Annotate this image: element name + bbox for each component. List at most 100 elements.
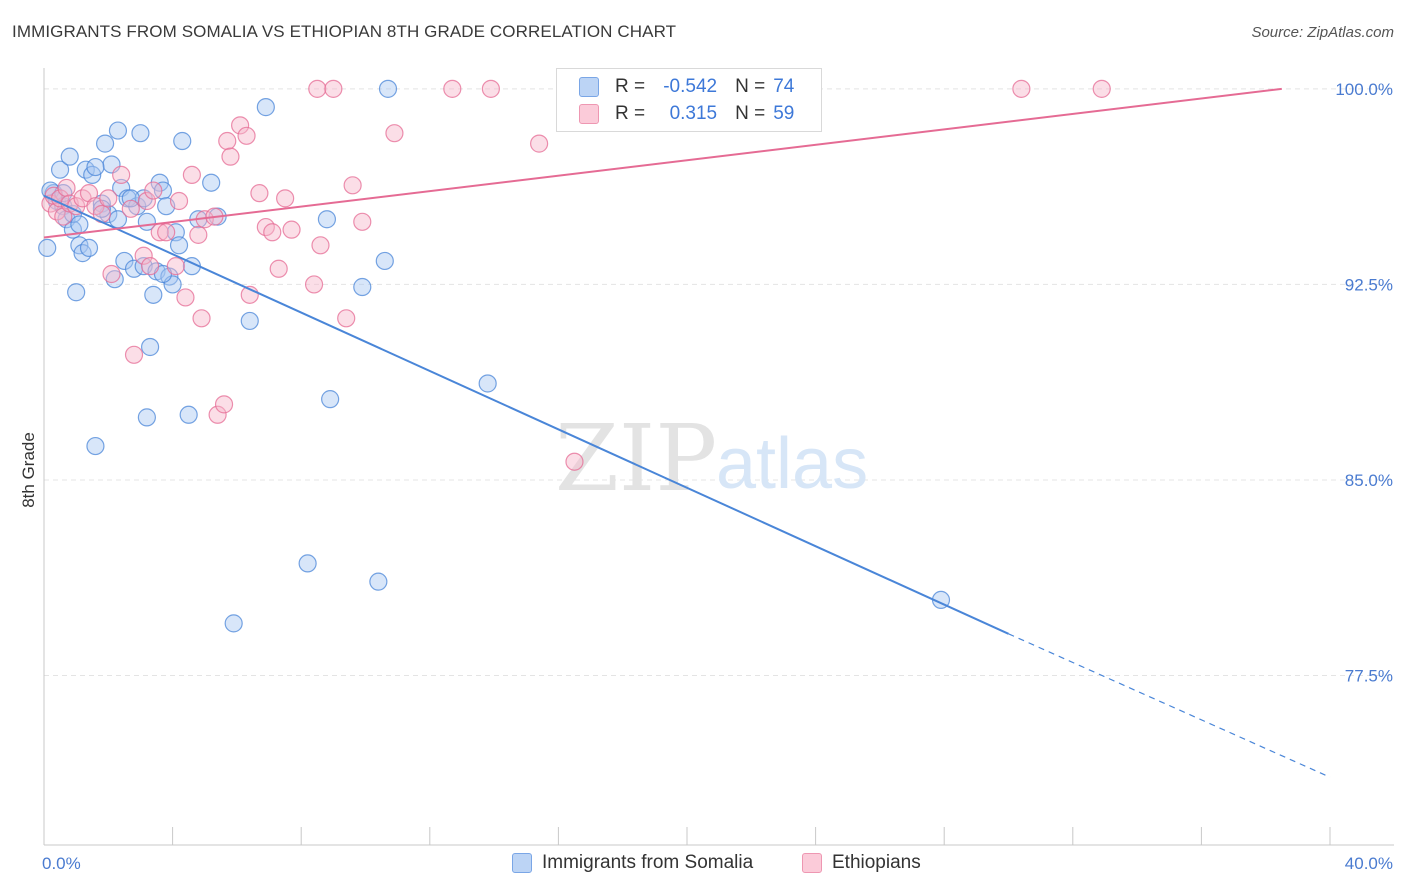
point-ethiopians [443,79,462,98]
point-ethiopians [237,126,256,145]
point-ethiopians [353,212,372,231]
point-somalia [478,374,497,393]
legend-r-value: 0.315 [669,103,718,124]
point-ethiopians [214,395,234,414]
trendline-ethiopians [43,87,1282,239]
point-ethiopians [337,309,356,328]
watermark-atlas: atlas [716,424,868,504]
data-points [38,79,1111,633]
point-ethiopians [166,257,185,276]
point-ethiopians [343,176,362,195]
legend-item-ethiopians[interactable]: Ethiopians [802,852,921,874]
point-ethiopians [385,124,404,143]
grid-lines [44,88,1394,677]
point-somalia [173,131,192,151]
trend-lines [43,87,1331,778]
source-label: Source: ZipAtlas.com [1251,24,1394,41]
series-legend: Immigrants from Somalia Ethiopians [0,852,1406,878]
point-ethiopians [140,257,160,276]
legend-swatch-ethiopians [802,853,822,873]
point-somalia [134,189,153,208]
legend-n-label: N = [735,76,766,97]
point-somalia [38,238,57,258]
point-ethiopians [263,223,282,242]
point-somalia [95,134,115,153]
point-somalia [298,554,317,573]
chart-title: IMMIGRANTS FROM SOMALIA VS ETHIOPIAN 8TH… [12,22,677,41]
point-ethiopians [221,147,240,166]
point-ethiopians [282,220,301,239]
watermark: ZIP atlas [555,405,868,512]
point-ethiopians [124,345,144,364]
y-tick-label: 100.0% [1335,80,1393,99]
legend-n-value: 59 [773,103,795,124]
point-somalia [108,121,128,140]
legend-r-label: R = [615,76,646,97]
point-ethiopians [269,259,288,278]
point-ethiopians [137,191,156,211]
x-tick-label: 0.0% [42,854,81,873]
point-ethiopians [304,275,324,294]
point-somalia [317,210,337,229]
legend-swatch-somalia [512,853,532,873]
point-somalia [79,238,99,258]
point-ethiopians [112,165,131,185]
point-ethiopians [311,236,330,255]
legend-row-somalia: R = -0.542 N = 74 [579,75,794,99]
x-tick-label: 40.0% [1345,854,1393,873]
point-somalia [50,160,70,179]
point-ethiopians [192,309,211,328]
point-somalia [321,390,340,409]
point-ethiopians [208,405,227,424]
legend-r-value: -0.542 [663,76,718,97]
legend-swatch-ethiopians [579,104,599,124]
legend-row-ethiopians: R = 0.315 N = 59 [579,102,794,126]
point-somalia [137,408,156,427]
point-ethiopians [102,264,121,284]
trendline-somalia-extension [1008,633,1331,778]
point-ethiopians [189,225,208,244]
point-somalia [153,181,173,200]
point-ethiopians [99,189,118,208]
point-somalia [86,436,105,456]
point-somalia [115,251,134,271]
point-ethiopians [530,134,549,153]
point-somalia [70,215,89,234]
point-somalia [179,405,198,424]
point-ethiopians [176,288,195,307]
legend-label-ethiopians: Ethiopians [832,852,921,873]
point-somalia [240,311,259,331]
tick-labels: 77.5% 85.0% 92.5% 100.0% 0.0% 40.0% [42,80,1393,873]
y-tick-label: 77.5% [1345,667,1393,686]
point-somalia [86,157,105,177]
point-somalia [375,251,394,271]
correlation-legend: R = -0.542 N = 74 R = 0.315 N = 59 [556,68,822,132]
point-ethiopians [134,246,153,265]
point-somalia [353,277,372,297]
point-somalia [224,614,243,633]
point-somalia [131,124,150,143]
legend-label-somalia: Immigrants from Somalia [542,852,754,873]
legend-item-somalia[interactable]: Immigrants from Somalia [512,852,753,874]
point-somalia [256,98,275,117]
point-somalia [202,173,221,192]
point-somalia [140,337,160,357]
y-tick-label: 92.5% [1345,275,1393,294]
point-ethiopians [218,131,237,151]
point-ethiopians [324,79,343,98]
trendline-somalia [43,194,1009,635]
legend-r-label: R = [615,103,646,124]
point-somalia [369,572,388,591]
point-ethiopians [231,116,250,135]
point-ethiopians [481,79,500,98]
point-ethiopians [276,189,295,208]
point-ethiopians [565,452,584,471]
legend-swatch-somalia [579,77,599,97]
point-somalia [144,285,163,304]
point-ethiopians [1092,79,1111,98]
point-somalia [378,79,398,98]
point-ethiopians [121,199,140,218]
point-ethiopians [308,79,327,98]
point-ethiopians [157,223,176,242]
